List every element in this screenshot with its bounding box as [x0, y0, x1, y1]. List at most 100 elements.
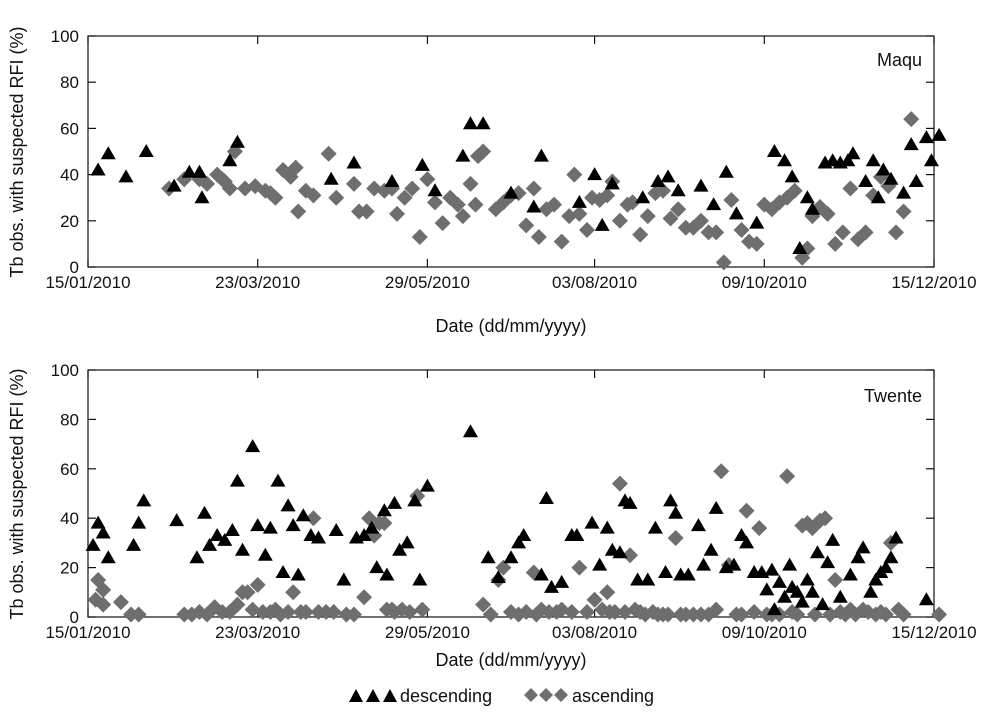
ascending-point — [285, 584, 302, 601]
y-tick-label: 100 — [51, 361, 79, 380]
descending-point — [663, 493, 679, 507]
descending-point — [832, 589, 848, 603]
ascending-point — [786, 182, 803, 199]
descending-point — [650, 174, 666, 188]
ascending-point — [419, 171, 436, 188]
descending-point — [870, 190, 886, 204]
axis-ticks: 0 20 40 60 80 100 15/01/2010 23/03/2010 29/05/20… — [45, 27, 976, 292]
descending-point — [224, 523, 240, 537]
ascending-point — [571, 559, 588, 576]
descending-point — [197, 505, 213, 519]
ascending-point — [239, 584, 256, 601]
ascending-point — [708, 224, 725, 241]
y-tick-label: 40 — [60, 166, 79, 185]
ascending-point — [434, 215, 451, 232]
ascending-point — [733, 606, 750, 623]
ascending-point — [624, 194, 641, 211]
descending-point — [118, 169, 134, 183]
descending-point — [229, 473, 245, 487]
descending-point — [592, 557, 608, 571]
descending-point — [883, 171, 899, 185]
descending-point — [855, 540, 871, 554]
descending-point — [533, 148, 549, 162]
descending-point — [569, 527, 585, 541]
ascending-point — [563, 604, 580, 621]
descending-point — [845, 146, 861, 160]
descending-point — [490, 569, 506, 583]
descending-point — [202, 537, 218, 551]
descending-point — [386, 495, 402, 509]
x-tick-label: 03/08/2010 — [552, 623, 637, 642]
descending-point — [850, 550, 866, 564]
descending-point — [766, 144, 782, 157]
descending-point — [640, 572, 656, 586]
descending-point — [462, 116, 478, 130]
descending-point — [635, 190, 651, 204]
descending-point — [475, 116, 491, 130]
ascending-point — [467, 196, 484, 213]
ascending-point — [779, 468, 796, 485]
descending-point — [169, 513, 185, 527]
ascending-point — [358, 203, 375, 220]
y-tick-label: 80 — [60, 410, 79, 429]
descending-point — [376, 503, 392, 517]
ascending-point — [723, 192, 740, 209]
descending-point — [726, 557, 742, 571]
ascending-point — [827, 571, 844, 588]
legend: descending ascending — [349, 686, 654, 706]
descending-point — [503, 550, 519, 564]
descending-point — [285, 518, 301, 532]
descending-point — [229, 134, 245, 148]
x-tick-label: 15/12/2010 — [891, 623, 976, 642]
panel-label: Twente — [864, 386, 922, 406]
descending-point — [799, 572, 815, 586]
descending-point — [250, 518, 266, 532]
ascending-point — [356, 589, 373, 606]
axis-ticks: 0 20 40 60 80 100 15/01/2010 23/03/2010 29/05/20… — [45, 361, 976, 642]
ascending-point — [475, 143, 492, 160]
ascending-point — [715, 254, 732, 271]
ascending-point — [748, 235, 765, 252]
descending-point — [100, 550, 116, 564]
descending-point — [222, 153, 238, 167]
descending-point — [875, 162, 891, 176]
descending-point — [896, 185, 912, 199]
panel-label: Maqu — [877, 50, 922, 70]
ascending-point — [482, 606, 499, 623]
descending-point — [364, 520, 380, 534]
ascending-series — [161, 111, 920, 271]
ascending-point — [525, 180, 542, 197]
x-tick-label: 15/01/2010 — [45, 273, 130, 292]
ascending-point — [221, 180, 238, 197]
descending-point — [728, 206, 744, 220]
ascending-point — [708, 601, 725, 618]
ascending-point — [670, 201, 687, 218]
ascending-point — [895, 203, 912, 220]
descending-point — [670, 183, 686, 197]
ascending-point — [229, 596, 246, 613]
descending-point — [384, 174, 400, 188]
descending-point — [392, 542, 408, 556]
descending-point — [809, 545, 825, 559]
ascending-point — [267, 189, 284, 206]
descending-point — [706, 197, 722, 211]
ascending-point — [345, 175, 362, 192]
descending-point — [275, 565, 291, 579]
ascending-point — [389, 205, 406, 222]
panel-maqu: 0 20 40 60 80 100 15/01/2010 23/03/2010 29/05/20… — [7, 26, 977, 336]
y-tick-label: 20 — [60, 212, 79, 231]
descending-point — [584, 515, 600, 529]
descending-point — [840, 153, 856, 167]
x-tick-label: 03/08/2010 — [552, 273, 637, 292]
descending-point — [612, 545, 628, 559]
descending-point — [419, 478, 435, 492]
ascending-point — [305, 187, 322, 204]
ascending-point — [546, 196, 563, 213]
ascending-point — [345, 606, 362, 623]
descending-point — [668, 505, 684, 519]
descending-point — [799, 190, 815, 204]
ascending-point — [817, 510, 834, 527]
ascending-point — [578, 604, 595, 621]
ascending-point — [692, 212, 709, 229]
descending-point — [825, 532, 841, 546]
